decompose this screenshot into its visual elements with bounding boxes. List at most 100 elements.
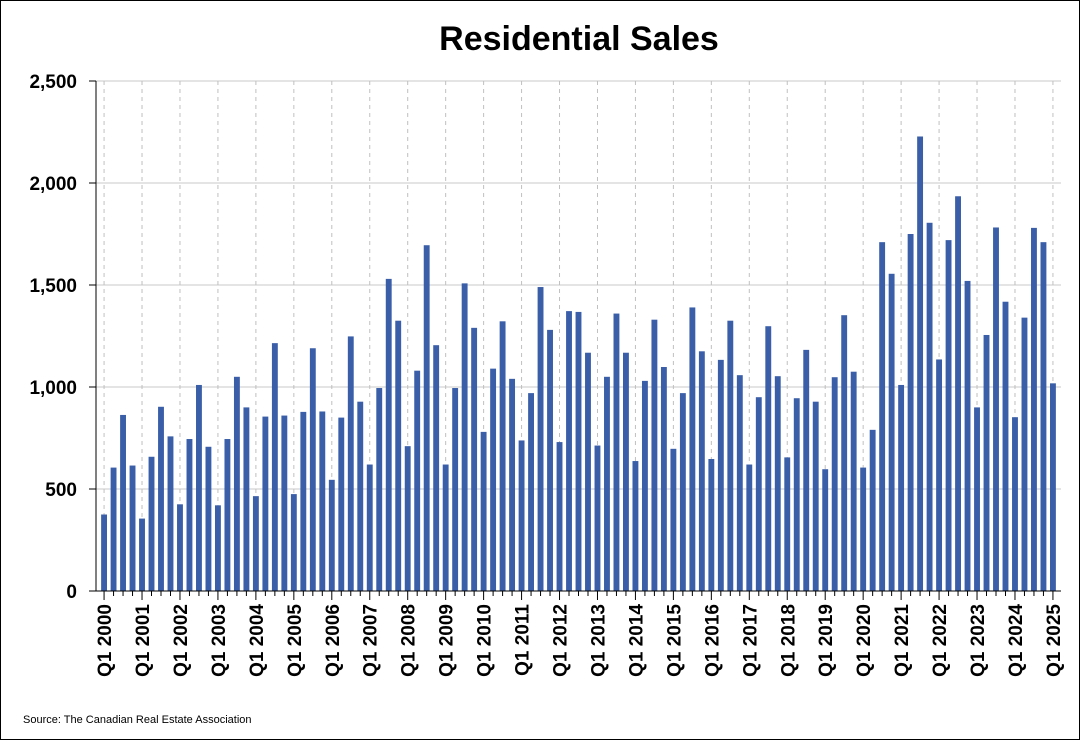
- bar-q4-2010: [509, 378, 516, 591]
- bar-q4-2002: [205, 446, 212, 591]
- bar-q4-2008: [433, 345, 440, 591]
- bar-q4-2016: [736, 375, 743, 591]
- bar-q2-2010: [490, 368, 497, 591]
- bar-q4-2004: [281, 415, 288, 591]
- bar-q2-2019: [831, 377, 838, 591]
- y-tick-label: 2,500: [29, 72, 77, 93]
- x-tick-label: Q1 2010: [475, 604, 496, 677]
- y-tick-label: 1,000: [29, 378, 77, 399]
- bar-q1-2001: [139, 518, 145, 591]
- x-tick-label: Q1 2012: [551, 604, 572, 677]
- bar-q1-2003: [214, 505, 221, 591]
- bar-q3-2024: [1031, 227, 1037, 591]
- bar-q2-2006: [338, 417, 345, 591]
- y-tick-label: 1,500: [29, 276, 77, 297]
- y-tick-label: 0: [66, 582, 77, 603]
- bar-q3-2004: [271, 343, 278, 591]
- y-tick-label: 500: [45, 480, 77, 501]
- bar-q4-2018: [812, 401, 819, 591]
- bar-q3-2011: [537, 287, 544, 591]
- x-tick-labels: Q1 2000 Q1 2001 Q1 2002 Q1 2003 Q1 2004 Q1 20…: [95, 604, 1065, 677]
- bar-q1-2018: [784, 457, 791, 591]
- bar-q4-2022: [964, 280, 971, 591]
- x-tick-label: Q1 2022: [930, 604, 951, 677]
- bar-q3-2000: [120, 414, 126, 591]
- bar-q1-2004: [252, 496, 259, 591]
- bar-q2-2021: [907, 234, 914, 591]
- bar-q1-2015: [670, 448, 677, 591]
- x-tick-label: Q1 2008: [399, 604, 420, 677]
- bar-q4-2021: [926, 222, 933, 591]
- bar-q4-2023: [1002, 301, 1009, 591]
- bar-q3-2001: [158, 406, 164, 591]
- bar-q4-2007: [395, 320, 402, 591]
- bar-q2-2015: [679, 393, 686, 591]
- bar-q2-2018: [793, 398, 800, 591]
- bar-q1-2010: [480, 431, 487, 591]
- bar-q2-2003: [224, 439, 231, 591]
- bar-q2-2022: [945, 240, 952, 591]
- bar-q1-2008: [404, 446, 411, 591]
- source-note: Source: The Canadian Real Estate Associa…: [23, 714, 252, 726]
- bar-q4-2006: [357, 401, 364, 591]
- x-tick-label: Q1 2009: [437, 604, 458, 677]
- bar-q3-2019: [841, 315, 848, 591]
- bar-q2-2005: [300, 411, 307, 591]
- x-tick-label: Q1 2000: [95, 604, 116, 677]
- bar-q3-2012: [575, 311, 582, 591]
- bar-q2-2007: [376, 388, 383, 591]
- bar-q2-2002: [186, 439, 193, 591]
- bar-q2-2016: [717, 359, 724, 591]
- bar-q4-2015: [698, 351, 705, 591]
- bar-q3-2005: [309, 348, 316, 591]
- bar-q2-2000: [110, 467, 117, 591]
- bar-q3-2014: [651, 319, 658, 591]
- bar-q1-2007: [366, 464, 373, 591]
- x-tick-label: Q1 2005: [285, 604, 306, 677]
- bar-q1-2024: [1012, 417, 1018, 591]
- bar-q3-2017: [765, 326, 772, 591]
- bar-q2-2012: [566, 311, 572, 591]
- bar-q1-2000: [101, 514, 108, 591]
- bar-q2-2011: [528, 393, 534, 591]
- bars-layer: [101, 136, 1056, 592]
- bar-q1-2020: [860, 467, 867, 591]
- x-tick-label: Q1 2007: [361, 604, 382, 677]
- bar-q1-2009: [442, 464, 449, 591]
- bar-q4-2013: [623, 352, 629, 591]
- bar-q1-2025: [1049, 383, 1056, 591]
- bar-q3-2022: [955, 196, 961, 591]
- y-tick-labels: 0 500 1,000 1,500 2,000 2,500: [29, 72, 77, 603]
- bar-q3-2021: [917, 136, 924, 591]
- x-tick-label: Q1 2025: [1044, 604, 1065, 677]
- bar-q1-2022: [936, 359, 943, 591]
- bar-q2-2023: [983, 334, 990, 591]
- bar-q1-2011: [518, 440, 525, 591]
- bar-q4-2014: [660, 367, 667, 591]
- bar-q1-2013: [594, 445, 601, 591]
- bar-q4-2020: [888, 273, 895, 591]
- bar-q3-2009: [461, 283, 468, 591]
- chart-title: Residential Sales: [439, 20, 719, 58]
- bar-q1-2016: [708, 459, 715, 591]
- bar-q4-2019: [850, 371, 857, 591]
- bar-q1-2014: [632, 461, 639, 591]
- bar-q2-2024: [1021, 317, 1028, 591]
- bar-q3-2008: [423, 245, 430, 591]
- bar-q2-2008: [414, 370, 421, 591]
- bar-q4-2012: [585, 352, 591, 591]
- bar-q3-2018: [803, 349, 810, 591]
- bar-q3-2002: [196, 384, 202, 591]
- bar-q3-2016: [727, 320, 734, 591]
- bar-q3-2003: [233, 376, 240, 591]
- bar-q3-2013: [613, 313, 620, 591]
- x-tick-label: Q1 2013: [588, 604, 609, 677]
- bar-q2-2013: [604, 376, 610, 591]
- bar-q1-2002: [177, 504, 183, 591]
- x-tick-label: Q1 2004: [247, 604, 268, 677]
- bar-q4-2017: [774, 376, 781, 591]
- bar-q1-2005: [290, 494, 297, 591]
- x-tick-label: Q1 2018: [778, 604, 799, 677]
- bar-q2-2014: [641, 380, 648, 591]
